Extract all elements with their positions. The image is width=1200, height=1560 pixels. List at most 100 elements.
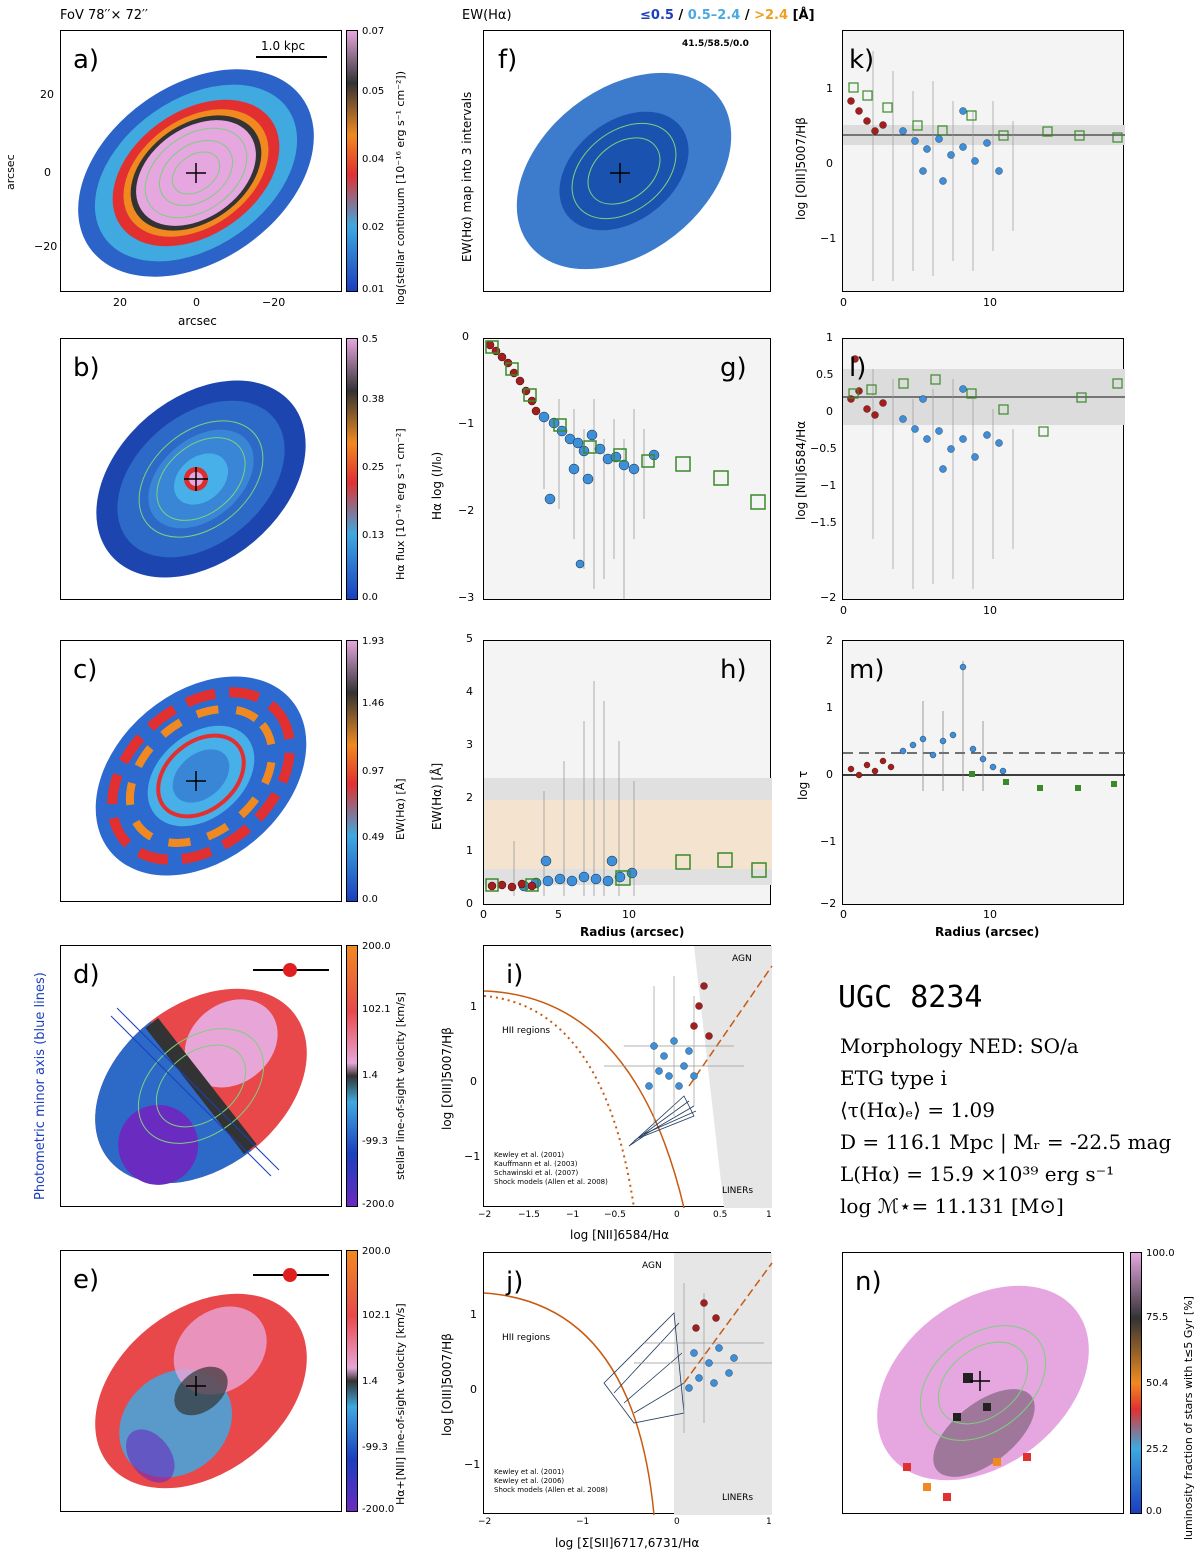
panel-f-map: 41.5/58.5/0.0 f) xyxy=(483,30,771,292)
panel-n-map: n) xyxy=(842,1252,1124,1514)
i-ytick-0: 1 xyxy=(470,1000,477,1013)
panel-g-scatter xyxy=(485,340,766,599)
d-cb-2: 1.4 xyxy=(362,1070,378,1081)
panel-b-map: b) xyxy=(60,338,342,600)
l-xtick-1: 10 xyxy=(983,604,997,617)
a-cb-label: log(stellar continuum [10⁻¹⁶ erg s⁻¹ cm⁻… xyxy=(394,71,407,305)
panel-k-label: k) xyxy=(849,45,875,75)
i-agn: AGN xyxy=(732,954,752,964)
j-agn: AGN xyxy=(642,1261,662,1271)
panel-c-colorbar xyxy=(346,640,358,902)
j-legend-0: Kewley et al. (2001) xyxy=(494,1468,565,1476)
ew-fractions: 41.5/58.5/0.0 xyxy=(682,39,749,49)
j-xtick-0: −2 xyxy=(478,1517,492,1527)
i-xtick-4: 0 xyxy=(674,1210,680,1220)
panel-i-label: i) xyxy=(506,960,524,990)
h-ytick-2: 3 xyxy=(466,738,473,751)
k-ytick-0: 1 xyxy=(826,82,833,95)
panel-m-label: m) xyxy=(849,655,885,685)
m-ytick-2: 0 xyxy=(826,768,833,781)
panel-j-bpt xyxy=(483,1253,773,1516)
n-cb-2: 50.4 xyxy=(1146,1378,1169,1389)
i-legend-2: Schawinski et al. (2007) xyxy=(494,1169,579,1177)
m-ytick-0: 2 xyxy=(826,634,833,647)
panel-g-plot: g) xyxy=(483,338,771,600)
ew-key: ≤0.5 / 0.5–2.4 / >2.4 [Å] xyxy=(640,8,815,23)
panel-c-galaxy xyxy=(95,676,307,876)
h-ytick-1: 4 xyxy=(466,685,473,698)
l-ytick-4: −1 xyxy=(820,479,837,492)
panel-b-label: b) xyxy=(73,353,100,383)
d-cb-3: -99.3 xyxy=(362,1136,388,1147)
j-xtick-3: 1 xyxy=(766,1517,772,1527)
d-side-label: Photometric minor axis (blue lines) xyxy=(33,972,48,1200)
j-xtick-2: 0 xyxy=(674,1517,680,1527)
j-ylabel: log [OIII]5007/Hβ xyxy=(440,1333,454,1436)
i-legend-3: Shock models (Allen et al. 2008) xyxy=(494,1178,608,1186)
d-cb-0: 200.0 xyxy=(362,941,391,952)
panel-j-label: j) xyxy=(506,1267,524,1297)
panel-e-colorbar xyxy=(346,1250,358,1512)
b-cb-label: Hα flux [10⁻¹⁶ erg s⁻¹ cm⁻²] xyxy=(394,428,407,580)
n-cb-0: 100.0 xyxy=(1146,1248,1175,1259)
h-ylabel: EW(Hα) [Å] xyxy=(430,762,444,830)
h-ytick-4: 1 xyxy=(466,844,473,857)
d-cb-1: 102.1 xyxy=(362,1004,391,1015)
panel-f-label: f) xyxy=(498,45,518,75)
panel-d-galaxy xyxy=(95,963,329,1185)
k-ytick-1: 0 xyxy=(826,157,833,170)
panel-h-scatter xyxy=(484,681,772,896)
i-hii: HII regions xyxy=(502,1026,551,1036)
j-ytick-1: 0 xyxy=(470,1383,477,1396)
panel-c-map: c) xyxy=(60,640,342,902)
panel-a-label: a) xyxy=(73,45,100,75)
panel-d-map: d) xyxy=(60,945,342,1207)
m-xtick-0: 0 xyxy=(840,908,847,921)
n-cb-1: 75.5 xyxy=(1146,1312,1169,1323)
a-xlabel: arcsec xyxy=(178,314,217,328)
panel-c-label: c) xyxy=(73,655,98,685)
panel-n-label: n) xyxy=(855,1267,882,1297)
a-cb-1: 0.05 xyxy=(362,86,385,97)
panel-m-scatter xyxy=(843,661,1125,791)
k-ytick-2: −1 xyxy=(820,232,837,245)
a-ylabel: arcsec xyxy=(4,154,17,190)
g-ytick-0: 0 xyxy=(462,330,469,343)
galaxy-etg: ETG type i xyxy=(840,1066,948,1090)
panel-b-colorbar xyxy=(346,338,358,600)
b-cb-1: 0.38 xyxy=(362,394,385,405)
h-ytick-3: 2 xyxy=(466,791,473,804)
k-ylabel: log [OIII]5007/Hβ xyxy=(794,117,808,220)
k-xtick-0: 0 xyxy=(840,296,847,309)
l-ytick-2: 0 xyxy=(826,405,833,418)
i-xtick-2: −1 xyxy=(566,1210,580,1220)
ew-key-sep2: / xyxy=(744,8,750,23)
panel-j-plot: AGN HII regions LINERs Kewley et al. (20… xyxy=(483,1252,773,1516)
panel-m-plot: m) xyxy=(842,640,1125,905)
c-cb-2: 0.97 xyxy=(362,766,385,777)
j-ytick-2: −1 xyxy=(464,1458,481,1471)
a-cb-2: 0.04 xyxy=(362,154,385,165)
h-xtick-0: 0 xyxy=(480,908,487,921)
ew-key-mid: 0.5–2.4 xyxy=(687,8,741,23)
e-cb-label: Hα+[NII] line-of-sight velocity [km/s] xyxy=(394,1303,407,1505)
m-ytick-4: −2 xyxy=(820,897,837,910)
a-ytick-2: −20 xyxy=(34,240,58,253)
a-cb-0: 0.07 xyxy=(362,26,385,37)
b-cb-4: 0.0 xyxy=(362,592,378,603)
j-ytick-0: 1 xyxy=(470,1308,477,1321)
l-ytick-3: −0.5 xyxy=(810,442,837,455)
galaxy-mass: log ℳ⋆= 11.131 [M⊙] xyxy=(840,1194,1064,1218)
galaxy-name: UGC 8234 xyxy=(838,980,983,1015)
panel-l-plot: l) xyxy=(842,338,1125,600)
d-cb-4: -200.0 xyxy=(362,1199,395,1210)
m-ytick-1: 1 xyxy=(826,701,833,714)
g-ytick-3: −3 xyxy=(458,591,475,604)
ew-key-unit: [Å] xyxy=(792,8,815,23)
l-ytick-6: −2 xyxy=(820,591,837,604)
panel-a-galaxy xyxy=(78,56,327,277)
j-legend-2: Shock models (Allen et al. 2008) xyxy=(494,1486,608,1494)
h-xtick-1: 5 xyxy=(555,908,562,921)
h-ytick-0: 5 xyxy=(466,632,473,645)
i-ytick-2: −1 xyxy=(464,1150,481,1163)
